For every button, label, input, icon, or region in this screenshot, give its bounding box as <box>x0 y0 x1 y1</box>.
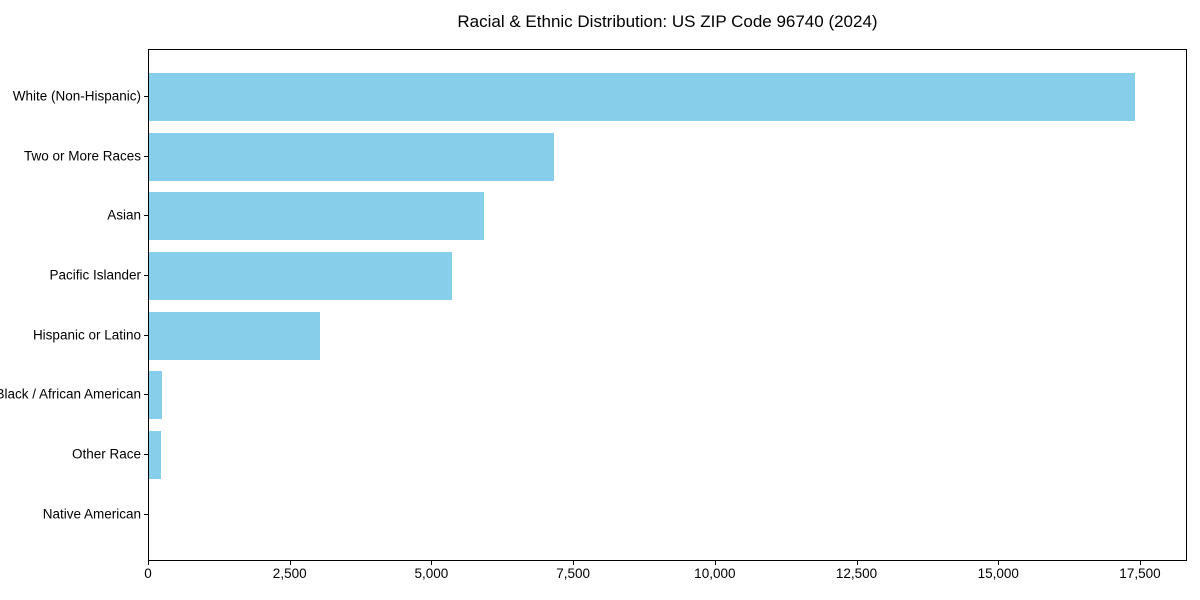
x-tick-mark <box>573 561 575 565</box>
x-tick-label: 2,500 <box>272 566 307 581</box>
y-tick-mark <box>144 96 148 98</box>
y-tick-mark <box>144 155 148 157</box>
bar <box>149 431 162 480</box>
chart-title: Racial & Ethnic Distribution: US ZIP Cod… <box>457 12 878 31</box>
y-tick-label: Pacific Islander <box>49 267 141 283</box>
x-tick-mark <box>714 561 716 565</box>
bar <box>149 371 162 420</box>
y-tick-mark <box>144 215 148 217</box>
bar <box>149 311 320 360</box>
x-tick-mark <box>148 561 149 565</box>
y-tick-label: Asian <box>107 207 141 223</box>
y-tick-label: Hispanic or Latino <box>32 327 141 343</box>
x-tick-label: 7,500 <box>556 566 591 581</box>
y-tick-label: Two or More Races <box>23 148 141 164</box>
x-tick-mark <box>1139 561 1141 565</box>
y-tick-mark <box>144 454 148 456</box>
y-tick-mark <box>144 334 148 336</box>
y-tick-mark <box>144 394 148 396</box>
bar <box>149 252 452 301</box>
y-tick-label: Native American <box>42 506 141 522</box>
bar <box>149 192 484 241</box>
x-tick-mark <box>431 561 433 565</box>
x-tick-mark <box>856 561 858 565</box>
y-tick-label: Other Race <box>71 446 141 462</box>
x-tick-mark <box>289 561 291 565</box>
y-tick-mark <box>144 275 148 277</box>
x-tick-mark <box>998 561 1000 565</box>
y-tick-label: White (Non-Hispanic) <box>12 88 141 104</box>
x-tick-label: 12,500 <box>835 566 878 581</box>
y-tick-mark <box>144 513 148 515</box>
plot-area <box>148 49 1187 561</box>
x-tick-label: 5,000 <box>414 566 449 581</box>
x-tick-label: 15,000 <box>977 566 1019 581</box>
x-tick-label: 0 <box>144 566 152 581</box>
bar <box>149 73 1136 122</box>
x-tick-label: 17,500 <box>1119 566 1161 581</box>
bar <box>149 132 554 181</box>
x-tick-label: 10,000 <box>694 566 736 581</box>
y-tick-label: Black / African American <box>0 386 141 402</box>
